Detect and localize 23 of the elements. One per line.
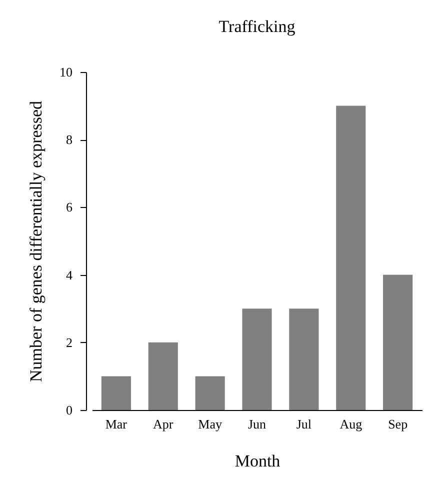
y-tick-label: 4 (66, 267, 73, 282)
x-tick-label: Jun (248, 416, 267, 432)
x-tick-label: Aug (340, 416, 363, 432)
bar (242, 308, 272, 410)
y-tick-label: 2 (66, 334, 72, 350)
y-axis-title: Number of genes differentially expressed (26, 100, 46, 382)
y-tick-label: 8 (66, 132, 72, 148)
x-tick-label: Mar (105, 416, 128, 432)
y-tick-label: 6 (66, 200, 73, 215)
chart-title: Trafficking (218, 17, 296, 36)
x-tick-label: Apr (153, 416, 174, 432)
y-tick-label: 10 (60, 64, 72, 80)
bar (101, 376, 131, 410)
bar (195, 376, 225, 410)
x-axis-title: Month (234, 452, 281, 470)
bar (383, 274, 413, 410)
bar (289, 308, 319, 410)
y-tick-label: 0 (66, 402, 72, 418)
x-tick-label: Sep (388, 416, 408, 432)
bar (148, 342, 178, 410)
bar (336, 106, 366, 410)
x-tick-label: May (198, 416, 222, 432)
x-tick-label: Jul (296, 416, 312, 432)
